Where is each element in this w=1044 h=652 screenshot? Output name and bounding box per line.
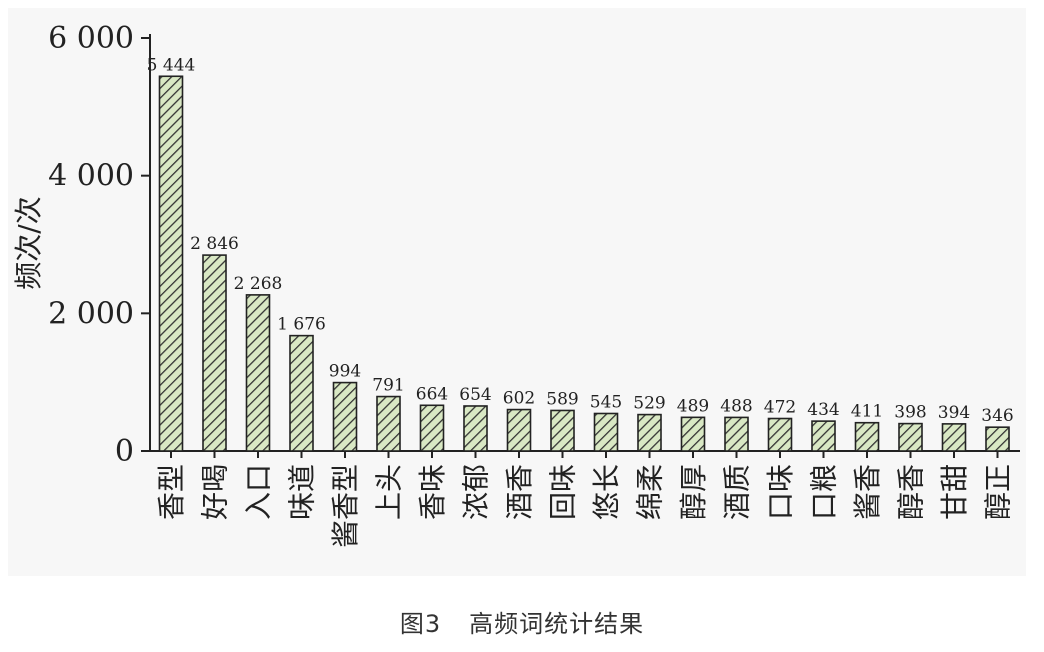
bar: [898, 422, 923, 452]
bar: [550, 409, 575, 452]
value-label: 654: [459, 385, 491, 405]
bar: [376, 395, 401, 452]
figure-caption-text: 高频词统计结果: [469, 610, 645, 638]
bar: [245, 294, 271, 452]
value-label: 488: [720, 396, 752, 416]
value-label: 602: [503, 389, 535, 409]
value-label: 1 676: [277, 315, 326, 335]
bar: [985, 426, 1010, 452]
category-label: 回味: [547, 464, 580, 520]
bar: [854, 421, 880, 452]
category-label: 香型: [155, 464, 188, 520]
value-label: 2 846: [190, 234, 239, 254]
figure-caption: 图3 高频词统计结果: [0, 604, 1044, 639]
value-labels: 5 444 2 846 2 268 1 676 994 791 664 654 602 589 54…: [147, 55, 1014, 426]
category-label: 醇香: [895, 464, 928, 520]
bar: [941, 423, 967, 452]
value-label: 791: [372, 376, 404, 396]
category-label: 上头: [373, 464, 406, 520]
value-label: 411: [851, 402, 883, 422]
value-label: 994: [329, 362, 361, 382]
value-label: 346: [981, 406, 1013, 426]
value-label: 394: [938, 403, 970, 423]
value-label: 664: [416, 384, 448, 404]
bar: [811, 420, 836, 452]
bar: [593, 412, 619, 452]
category-label: 醇正: [982, 464, 1015, 520]
bar: [680, 416, 706, 452]
category-label: 悠长: [590, 464, 623, 520]
category-label: 酒质: [721, 464, 754, 520]
bar: [202, 254, 227, 452]
value-label: 2 268: [234, 274, 283, 294]
bar: [637, 413, 662, 452]
value-label: 434: [807, 400, 839, 420]
bar: [419, 404, 445, 452]
bar: [463, 405, 488, 452]
y-axis: 0 2 000 4 000 6 000: [48, 21, 151, 469]
value-label: 545: [590, 392, 622, 412]
category-label: 酱香型: [329, 464, 362, 548]
value-label: 5 444: [147, 55, 196, 75]
category-label: 酱香: [851, 464, 884, 520]
y-tick-label: 0: [115, 434, 134, 469]
category-label: 浓郁: [460, 464, 493, 520]
category-label: 口粮: [808, 464, 841, 520]
bar: [767, 417, 793, 452]
bar: [158, 75, 184, 452]
category-label: 香味: [416, 464, 449, 520]
category-label: 入口: [242, 464, 275, 520]
figure-number: 图3: [399, 610, 442, 638]
bar: [506, 408, 532, 452]
y-tick-label: 4 000: [48, 159, 134, 194]
category-labels: 香型 好喝 入口 味道 酱香型 上头 香味 浓郁 酒香 回味 悠长 绵柔 醇厚 酒质 口味 口粮 酱香 醇香 甘甜醇…: [155, 464, 1015, 548]
category-label: 醇厚: [677, 464, 710, 520]
bars: [158, 75, 1010, 452]
category-label: 酒香: [503, 464, 536, 520]
value-label: 472: [764, 398, 796, 418]
category-label: 味道: [286, 464, 319, 520]
category-label: 口味: [764, 464, 797, 520]
value-label: 398: [894, 403, 926, 423]
value-label: 589: [546, 389, 578, 409]
category-label: 绵柔: [634, 464, 667, 520]
value-label: 529: [633, 394, 665, 414]
bar: [289, 334, 314, 452]
value-label: 489: [677, 396, 709, 416]
bar: [332, 381, 358, 452]
category-label: 甘甜: [938, 464, 971, 520]
y-axis-title: 频次/次: [12, 196, 45, 289]
bar: [724, 416, 749, 452]
y-tick-label: 6 000: [48, 21, 134, 56]
x-axis: [150, 450, 1020, 458]
category-label: 好喝: [199, 464, 232, 520]
y-tick-label: 2 000: [48, 296, 134, 331]
